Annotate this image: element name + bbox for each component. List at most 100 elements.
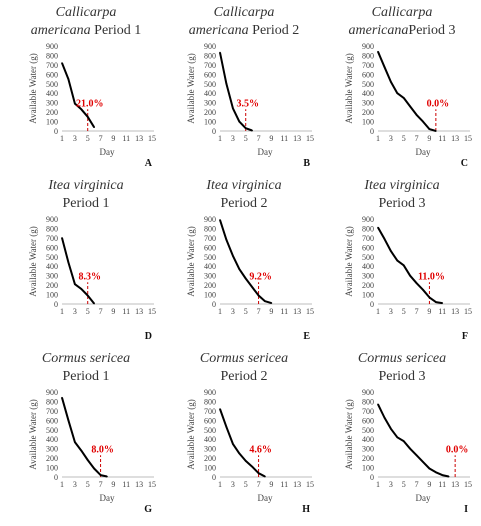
x-axis-label: Day <box>258 493 273 503</box>
species-name: Itea virginica <box>364 178 440 193</box>
y-tick-label: 300 <box>362 445 374 454</box>
period-label: Period 2 <box>248 23 300 38</box>
x-tick-label: 7 <box>99 134 103 143</box>
x-tick-label: 5 <box>402 307 406 316</box>
y-tick-label: 100 <box>46 291 58 300</box>
period-label: Period 2 <box>220 196 268 211</box>
y-tick-label: 500 <box>362 80 374 89</box>
chart-title-line1: Itea virginica <box>170 177 318 194</box>
y-axis-label: Available Water (g) <box>28 399 38 469</box>
y-tick-label: 500 <box>204 426 216 435</box>
panel-letter: F <box>462 331 468 342</box>
x-tick-label: 1 <box>376 134 380 143</box>
y-tick-label: 200 <box>204 454 216 463</box>
chart-title-line2: americanaPeriod 3 <box>328 22 476 39</box>
y-tick-label: 400 <box>362 89 374 98</box>
y-tick-label: 300 <box>362 99 374 108</box>
data-point <box>396 436 399 439</box>
data-point <box>93 126 95 129</box>
x-tick-label: 13 <box>293 480 301 489</box>
y-tick-label: 400 <box>204 89 216 98</box>
x-tick-label: 9 <box>111 480 115 489</box>
x-tick-label: 11 <box>438 480 446 489</box>
y-tick-label: 100 <box>204 291 216 300</box>
species-name-cont: americana <box>30 23 91 38</box>
x-tick-label: 9 <box>427 307 431 316</box>
y-tick-label: 600 <box>362 70 374 79</box>
chart-panel-g: Cormus sericea Period 1 0 100 200 300 400 500 60… <box>12 346 160 518</box>
x-tick-label: 15 <box>148 307 156 316</box>
data-point <box>244 127 247 129</box>
x-tick-label: 9 <box>427 134 431 143</box>
y-tick-label: 300 <box>46 272 58 281</box>
y-tick-label: 800 <box>204 397 216 406</box>
y-tick-label: 800 <box>46 397 58 406</box>
x-tick-label: 13 <box>451 307 459 316</box>
y-axis-label: Available Water (g) <box>344 226 354 296</box>
species-name-cont: americana <box>348 23 409 38</box>
x-tick-label: 11 <box>122 480 130 489</box>
data-point <box>244 460 247 462</box>
data-point <box>447 475 450 478</box>
y-tick-label: 700 <box>204 234 216 243</box>
x-tick-label: 11 <box>280 480 288 489</box>
y-tick-label: 900 <box>46 388 58 397</box>
x-tick-label: 11 <box>280 307 288 316</box>
y-tick-label: 200 <box>46 281 58 290</box>
chart-panel-i: Cormus sericea Period 3 0 100 200 300 400 500 60… <box>328 346 476 518</box>
x-tick-label: 7 <box>99 480 103 489</box>
data-point <box>86 294 89 297</box>
y-tick-label: 600 <box>362 243 374 252</box>
panel-letter: B <box>303 158 310 169</box>
x-tick-label: 13 <box>293 307 301 316</box>
y-tick-label: 600 <box>46 70 58 79</box>
data-point <box>80 288 83 290</box>
x-axis-label: Day <box>416 493 431 503</box>
chart-panel-f: Itea virginica Period 3 0 100 200 300 400 500 60… <box>328 173 476 345</box>
panel-letter: H <box>302 504 310 515</box>
data-point <box>377 226 379 229</box>
y-tick-label: 800 <box>204 51 216 60</box>
x-tick-label: 15 <box>464 480 472 489</box>
data-point <box>409 105 411 108</box>
x-tick-label: 7 <box>415 134 419 143</box>
data-point <box>232 255 234 257</box>
data-point <box>225 82 228 85</box>
y-tick-label: 0 <box>370 127 374 136</box>
chart-title-line1: Callicarpa <box>170 4 318 21</box>
y-tick-label: 0 <box>212 300 216 309</box>
chart-title-line2: Period 3 <box>328 195 476 212</box>
data-point <box>74 283 76 285</box>
y-tick-label: 400 <box>204 435 216 444</box>
threshold-annotation: 8.3% <box>78 271 101 282</box>
data-point <box>435 301 437 303</box>
chart-panel-e: Itea virginica Period 2 0 100 200 300 400 500 60… <box>170 173 318 345</box>
data-point <box>244 277 247 280</box>
data-point <box>435 130 437 132</box>
data-point <box>80 108 83 111</box>
chart-title-line2: Period 2 <box>170 195 318 212</box>
period-label: Period 1 <box>62 369 110 384</box>
series-line <box>377 403 449 478</box>
data-point <box>428 296 431 299</box>
data-point <box>264 475 266 478</box>
species-name: Cormus sericea <box>199 351 289 366</box>
data-point <box>232 443 234 445</box>
x-tick-label: 13 <box>451 134 459 143</box>
species-name: Itea virginica <box>48 178 124 193</box>
x-tick-label: 5 <box>244 307 248 316</box>
series-line <box>61 397 108 478</box>
y-tick-label: 400 <box>46 262 58 271</box>
x-tick-label: 9 <box>269 480 273 489</box>
y-tick-label: 100 <box>362 118 374 127</box>
period-label: Period 1 <box>90 23 142 38</box>
y-tick-label: 900 <box>204 42 216 51</box>
x-tick-label: 13 <box>293 134 301 143</box>
data-point <box>67 419 70 422</box>
chart-title-line2: Period 2 <box>170 368 318 385</box>
data-point <box>422 120 424 123</box>
data-point <box>67 78 70 80</box>
chart-title-line1: Cormus sericea <box>12 350 160 367</box>
chart-title-line1: Itea virginica <box>328 177 476 194</box>
y-tick-label: 600 <box>204 416 216 425</box>
